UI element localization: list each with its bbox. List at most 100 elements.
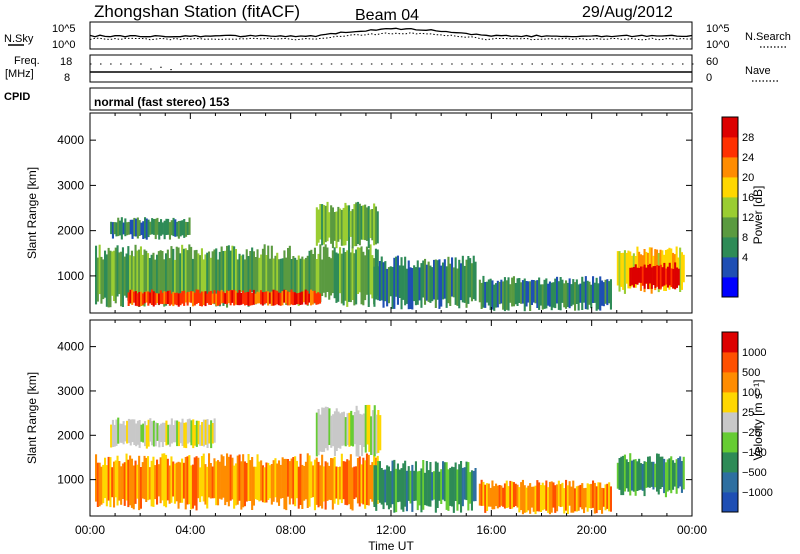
power-cell (156, 254, 159, 303)
power-cell (299, 258, 302, 293)
velocity-cell (620, 456, 623, 496)
power-cell (371, 209, 374, 241)
power-cell (670, 268, 673, 288)
nave-right-tick-top: 60 (706, 56, 718, 68)
power-cell (204, 291, 207, 307)
power-cell (285, 290, 288, 304)
power-cell (132, 256, 135, 301)
power-cell (349, 252, 352, 303)
velocity-cell (346, 459, 349, 506)
power-cell (227, 245, 230, 298)
velocity-cell (119, 423, 122, 443)
power-cell (520, 282, 523, 304)
velocity-cell (480, 479, 483, 506)
power-cell (287, 248, 290, 293)
power-cell (362, 251, 365, 306)
power-cell (272, 258, 275, 304)
power-cell (165, 291, 168, 305)
power-cell (622, 252, 625, 290)
power-cell (186, 222, 189, 235)
velocity-cell (170, 418, 173, 444)
power-cell (281, 258, 284, 294)
power-cell (206, 293, 209, 304)
power-cell (218, 291, 221, 305)
velocity-cell (324, 461, 327, 510)
velocity-cell (427, 470, 430, 507)
power-cell (234, 249, 237, 293)
velocity-cell (395, 468, 398, 513)
velocity-cell (247, 454, 250, 501)
power-cell (424, 258, 427, 305)
velocity-cell (136, 464, 139, 499)
velocity-cell (636, 461, 639, 491)
velocity-cell (274, 458, 277, 498)
velocity-cell (141, 462, 144, 499)
power-cell (304, 257, 307, 293)
power-cell (511, 277, 514, 307)
power-cell (211, 293, 214, 304)
power-cell (640, 266, 643, 283)
power-cell (682, 254, 685, 283)
velocity-cell (663, 458, 666, 494)
power-cell (312, 254, 315, 303)
velocity-cell (340, 453, 343, 504)
power-cell (452, 267, 455, 298)
velocity-cell (236, 455, 239, 505)
velocity-cell (650, 461, 653, 487)
velocity-cell (110, 424, 113, 448)
velocity-cell (185, 422, 188, 449)
power-cell (251, 292, 254, 306)
power-cell (371, 255, 374, 299)
velocity-cell (96, 462, 99, 507)
power-cell (143, 292, 146, 304)
power-cell (552, 282, 555, 308)
noise-left-tick-top: 10^5 (52, 23, 76, 35)
power-cell (295, 293, 298, 305)
velocity-cell (559, 484, 562, 507)
velocity-cell (265, 462, 268, 503)
velocity-cell (545, 480, 548, 511)
velocity-cell (256, 454, 259, 500)
velocity-cell (525, 487, 528, 513)
velocity-cell (163, 453, 166, 507)
velocity-colorbar-frame (721, 331, 739, 513)
velocity-cell (202, 419, 205, 447)
velocity-cell (654, 463, 657, 488)
power-cell (156, 293, 159, 303)
velocity-cell (331, 458, 334, 510)
power-colorbar-swatch (722, 117, 738, 138)
power-y-axis-label: Slant Range [km] (25, 167, 39, 259)
velocity-cell (484, 484, 487, 513)
power-cell (145, 291, 148, 303)
power-cell (413, 265, 416, 302)
velocity-cell (133, 419, 136, 445)
nave-trace (90, 63, 695, 71)
velocity-cell (172, 461, 175, 497)
power-cell (530, 279, 533, 305)
velocity-cell (326, 407, 329, 451)
velocity-cell (200, 456, 203, 497)
velocity-cell (348, 460, 351, 505)
velocity-cell (176, 420, 179, 447)
power-cell (224, 250, 227, 296)
velocity-cell (404, 460, 407, 507)
power-cell (543, 279, 546, 309)
velocity-cell (584, 487, 587, 508)
velocity-cell (418, 470, 421, 506)
velocity-cell (118, 461, 121, 501)
power-cell (376, 211, 379, 244)
power-cell (302, 291, 305, 303)
velocity-cell (98, 462, 101, 507)
power-cell (538, 277, 541, 310)
velocity-cell (638, 458, 641, 491)
power-cell (311, 290, 314, 305)
velocity-cell (516, 484, 519, 508)
velocity-cell (145, 425, 148, 449)
velocity-cell (333, 456, 336, 504)
velocity-cell (409, 470, 412, 504)
power-cell (141, 254, 144, 306)
velocity-cell (116, 455, 119, 506)
velocity-cell (393, 459, 396, 513)
power-cell (96, 257, 99, 302)
power-cell (346, 250, 349, 307)
